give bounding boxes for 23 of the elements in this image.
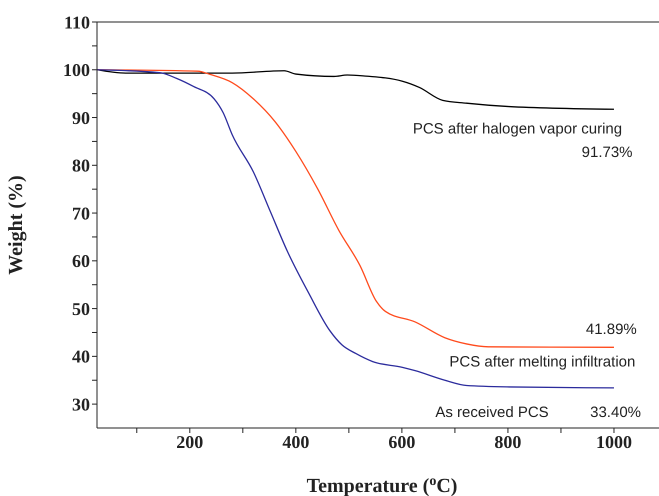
y-tick-label: 70	[72, 203, 90, 224]
y-tick-label: 50	[72, 298, 90, 319]
line-series	[97, 69, 615, 110]
y-tick-label: 60	[72, 251, 90, 272]
annotation: 91.73%	[582, 143, 633, 160]
annotation: As received PCS	[435, 403, 549, 420]
y-tick-label: 40	[72, 346, 90, 367]
y-axis-title: Weight (%)	[5, 175, 27, 275]
annotation: 33.40%	[590, 403, 642, 420]
annotation: PCS after halogen vapor curing	[412, 120, 622, 138]
x-tick-label: 400	[282, 432, 310, 452]
y-tick-label: 100	[63, 60, 90, 80]
y-tick-label: 90	[72, 108, 90, 128]
y-tick-label: 110	[64, 12, 90, 32]
annotation: 41.89%	[586, 320, 637, 338]
annotation: PCS after melting infiltration	[449, 353, 636, 370]
x-tick-label: 200	[176, 432, 204, 452]
x-tick-label: 800	[494, 432, 522, 452]
x-axis-title: Temperature ($^{o}$C)	[306, 474, 458, 496]
x-tick-label: 600	[388, 432, 416, 452]
y-tick-label: 30	[72, 394, 90, 415]
y-tick-label: 80	[72, 156, 90, 176]
x-tick-label: 1000	[596, 432, 632, 452]
